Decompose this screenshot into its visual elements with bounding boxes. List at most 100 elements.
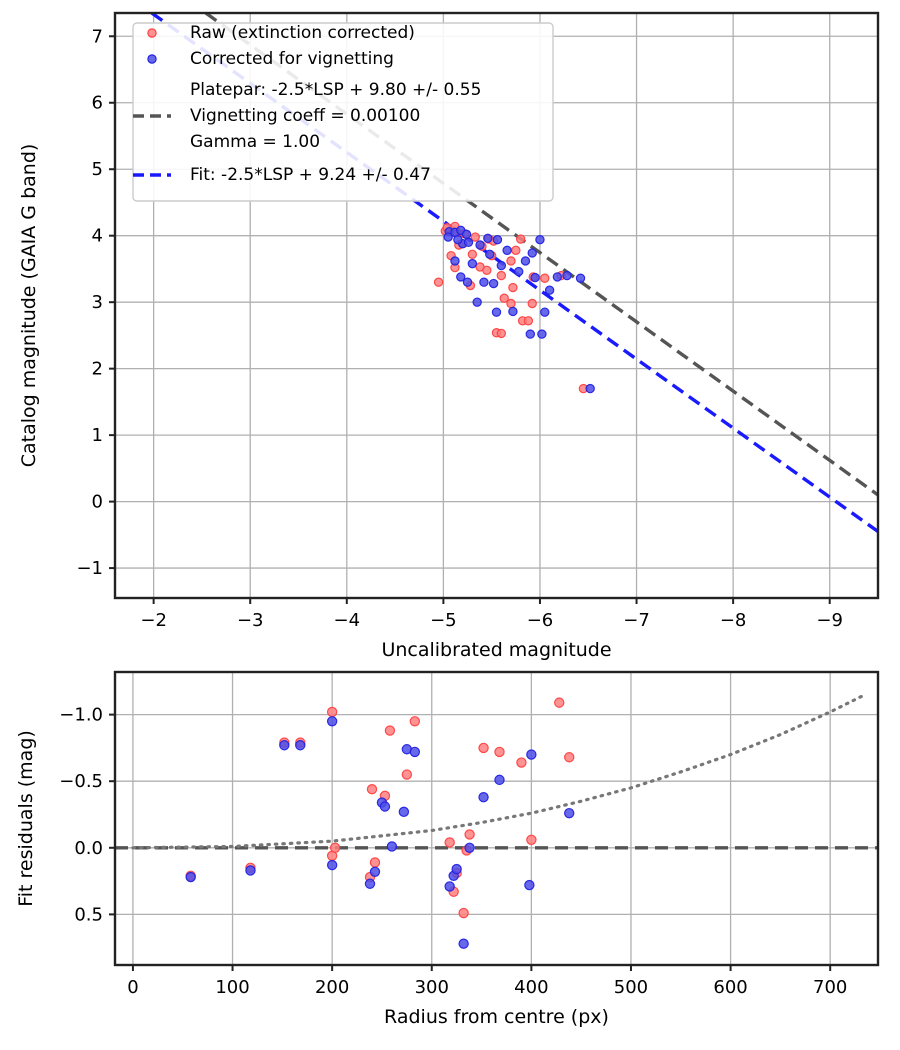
panel-fit-residuals: 0 100 200 300 400 500 600 700 0.5 0.0 −0.5 −1.0 Radi… [15, 670, 880, 1028]
data-point [530, 272, 540, 283]
data-point [245, 865, 256, 876]
legend-label: Gamma = 1.00 [190, 132, 320, 152]
gridlines [115, 672, 878, 965]
data-point [535, 234, 545, 245]
data-point [523, 316, 534, 326]
data-point [409, 746, 421, 758]
data-point [496, 328, 507, 339]
data-point [499, 293, 509, 303]
tick-label-x: −2 [140, 610, 167, 631]
data-point [458, 907, 469, 919]
y-axis-ticks: −1 0 1 2 3 4 5 6 7 [76, 26, 115, 579]
data-point [467, 249, 478, 260]
tick-label-x: 400 [514, 977, 548, 998]
tick-label-y: 3 [92, 292, 103, 313]
data-point [511, 245, 521, 256]
reference-lines [115, 693, 878, 850]
axis-frame [113, 11, 880, 600]
tick-label-y: 0.0 [74, 838, 103, 859]
data-point [369, 866, 381, 877]
data-point [453, 234, 463, 245]
y-axis-label: Catalog magnitude (GAIA G band) [18, 144, 40, 468]
data-point [564, 807, 575, 819]
data-point [443, 232, 453, 242]
data-point [467, 258, 478, 269]
x-axis-ticks: −2 −3 −4 −5 −6 −7 −8 −9 [140, 598, 843, 631]
data-point [401, 769, 413, 780]
legend-box [132, 22, 554, 202]
tick-label-y: −0.5 [59, 771, 103, 792]
legend-marker [147, 54, 157, 64]
data-point [451, 863, 462, 875]
line-platepar [204, 13, 878, 497]
data-point [479, 277, 489, 287]
data-point [326, 859, 338, 871]
data-point [491, 307, 502, 317]
data-point [369, 857, 381, 868]
data-point [527, 248, 537, 258]
data-point [478, 742, 489, 754]
data-point [463, 237, 474, 248]
data-point [482, 265, 492, 275]
data-point [525, 329, 536, 339]
data-point [544, 285, 555, 295]
series-corrected-for-vignetting [443, 225, 595, 394]
data-point [450, 256, 460, 266]
tick-label-y: −1 [76, 558, 103, 579]
tick-label-x: 200 [315, 977, 349, 998]
tick-label-x: −9 [816, 610, 843, 631]
tick-label-x: 0 [127, 977, 138, 998]
legend-label: Raw (extinction corrected) [190, 23, 415, 43]
data-point [585, 383, 595, 394]
tick-label-x: −4 [334, 610, 361, 631]
tick-label-x: 300 [415, 977, 449, 998]
data-point [564, 752, 575, 763]
data-point [444, 881, 455, 892]
data-point [506, 298, 516, 309]
data-point [464, 829, 475, 840]
data-point [398, 806, 410, 818]
tick-label-x: 600 [713, 977, 747, 998]
tick-label-y: 0 [92, 492, 103, 513]
tick-label-y: 5 [92, 159, 103, 180]
y-axis-label: Fit residuals (mag) [15, 730, 37, 907]
y-axis-ticks: 0.5 0.0 −0.5 −1.0 [59, 705, 115, 925]
data-point [540, 307, 550, 317]
tick-label-y: 6 [92, 93, 103, 114]
data-point [464, 842, 475, 854]
tick-label-x: 100 [215, 977, 249, 998]
tick-label-x: −8 [720, 610, 747, 631]
tick-label-x: −5 [430, 610, 457, 631]
data-point [295, 740, 306, 751]
data-point [470, 232, 480, 242]
tick-label-x: −7 [623, 610, 650, 631]
data-point [537, 329, 547, 339]
data-point [456, 272, 466, 282]
tick-label-y: 2 [92, 359, 103, 380]
data-point [379, 801, 391, 812]
data-point [458, 938, 469, 949]
data-point [329, 842, 341, 854]
data-point [409, 716, 421, 727]
tick-label-x: 700 [813, 977, 847, 998]
data-point [485, 249, 495, 260]
data-point [384, 725, 396, 736]
legend-label: Vignetting coeff = 0.00100 [190, 106, 420, 126]
data-point [526, 749, 537, 760]
tick-label-y: −1.0 [59, 705, 103, 726]
data-point [502, 245, 512, 256]
tick-label-x: 500 [614, 977, 648, 998]
data-point [575, 273, 586, 283]
data-point [506, 256, 516, 266]
data-point [496, 270, 507, 281]
data-point [562, 270, 572, 281]
data-point [514, 266, 524, 277]
legend-label: Fit: -2.5*LSP + 9.24 +/- 0.47 [190, 165, 431, 185]
data-point [444, 837, 455, 848]
tick-label-y: 4 [92, 226, 103, 247]
data-point [516, 757, 527, 768]
x-axis-label: Radius from centre (px) [384, 1006, 609, 1028]
x-axis-ticks: 0 100 200 300 400 500 600 700 [127, 965, 847, 998]
tick-label-x: −6 [527, 610, 554, 631]
